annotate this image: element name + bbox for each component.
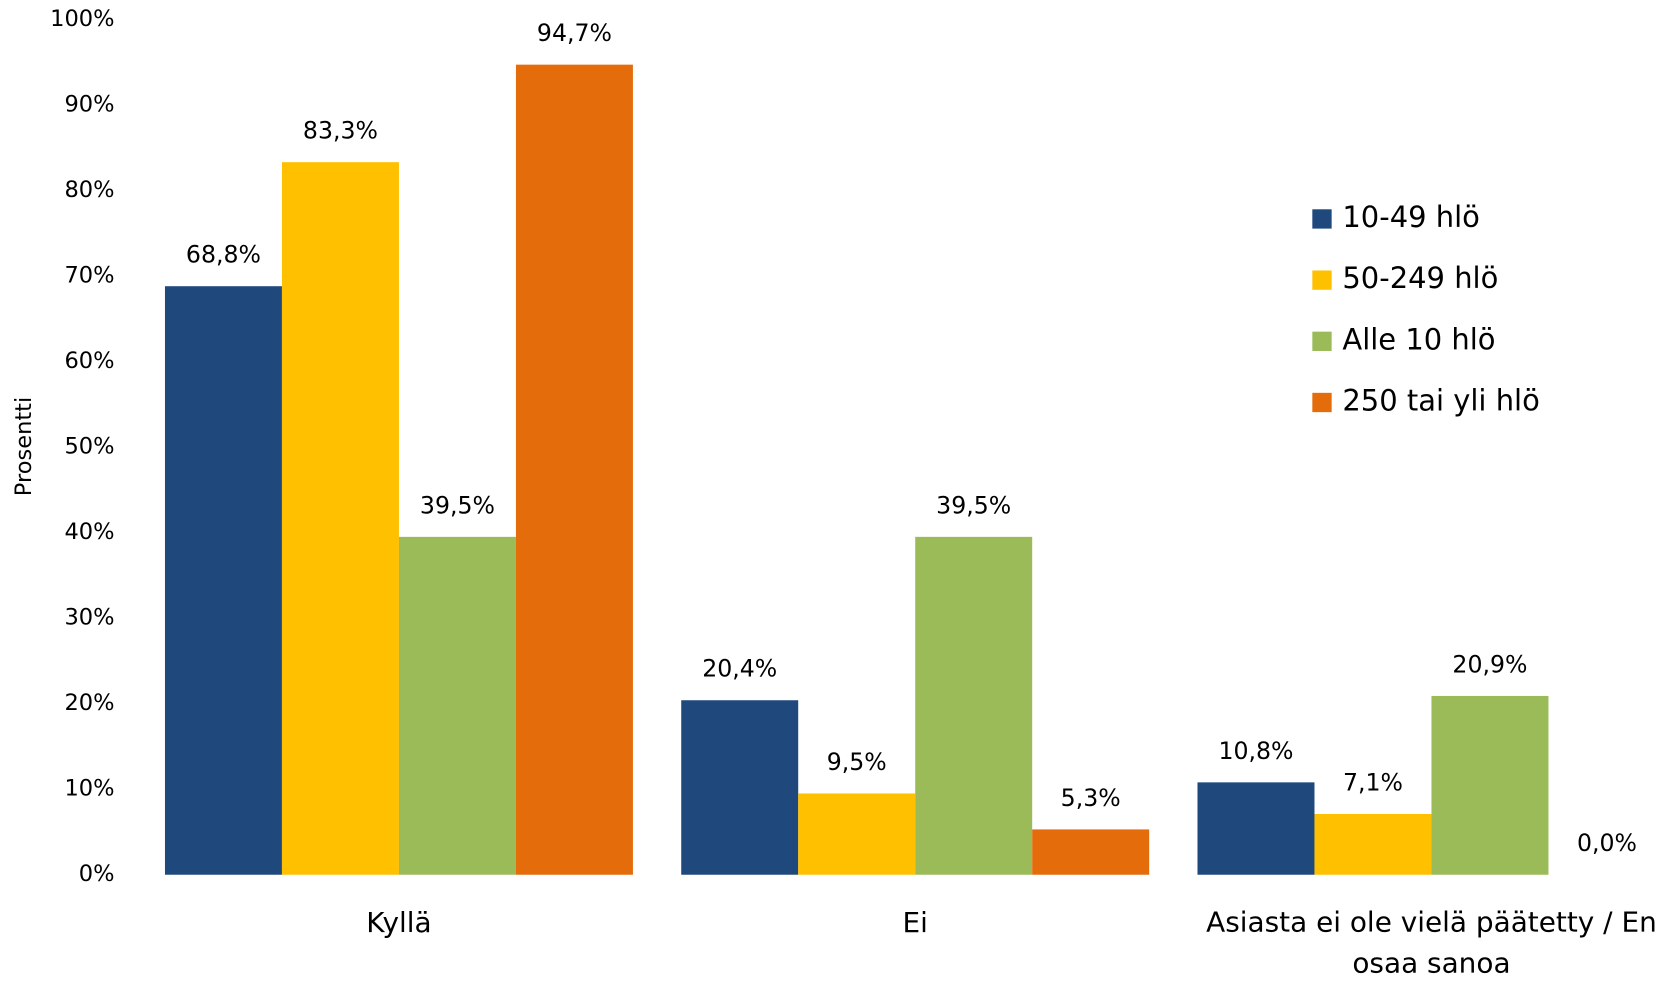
bar bbox=[164, 286, 282, 875]
value-label: 9,5% bbox=[827, 748, 887, 776]
legend-swatch bbox=[1312, 209, 1332, 229]
legend-label: 250 tai yli hlö bbox=[1342, 383, 1539, 417]
legend-label: Alle 10 hlö bbox=[1342, 322, 1495, 356]
value-label: 10,8% bbox=[1218, 737, 1293, 765]
bar bbox=[915, 536, 1033, 875]
y-tick-label: 80% bbox=[64, 177, 114, 203]
bar bbox=[1314, 814, 1432, 875]
y-tick-label: 30% bbox=[64, 605, 114, 631]
x-tick-label: Asiasta ei ole vielä päätetty / En osaa … bbox=[1206, 906, 1657, 980]
bar bbox=[281, 162, 399, 875]
legend-label: 10-49 hlö bbox=[1342, 200, 1480, 234]
value-label: 7,1% bbox=[1343, 768, 1403, 796]
bar bbox=[1032, 829, 1150, 875]
value-label: 20,9% bbox=[1452, 650, 1527, 678]
value-label: 0,0% bbox=[1577, 829, 1637, 857]
bar bbox=[798, 793, 916, 875]
x-tick-label: Ei bbox=[903, 906, 928, 939]
value-label: 5,3% bbox=[1061, 784, 1121, 812]
y-tick-label: 70% bbox=[64, 262, 114, 288]
bar bbox=[1197, 782, 1315, 875]
legend-swatch bbox=[1312, 331, 1332, 351]
y-tick-label: 40% bbox=[64, 519, 114, 545]
y-tick-label: 100% bbox=[50, 6, 114, 32]
y-tick-label: 50% bbox=[64, 434, 114, 460]
x-tick-label-box: Asiasta ei ole vielä päätetty / En osaa … bbox=[1206, 906, 1657, 980]
legend-swatch bbox=[1312, 270, 1332, 290]
y-tick-label: 90% bbox=[64, 91, 114, 117]
bar bbox=[398, 536, 516, 875]
y-tick-label: 10% bbox=[64, 776, 114, 802]
legend-swatch bbox=[1312, 392, 1332, 413]
value-label: 39,5% bbox=[420, 491, 495, 519]
y-axis-label: Prosentti bbox=[11, 397, 37, 496]
bar bbox=[681, 700, 799, 875]
value-label: 94,7% bbox=[537, 19, 612, 47]
bar bbox=[1431, 695, 1549, 875]
y-tick-label: 60% bbox=[64, 348, 114, 374]
value-label: 20,4% bbox=[702, 655, 777, 683]
value-label: 39,5% bbox=[936, 491, 1011, 519]
x-tick-label: Kyllä bbox=[366, 906, 431, 939]
y-tick-label: 0% bbox=[79, 861, 115, 887]
bar bbox=[515, 64, 633, 875]
legend-label: 50-249 hlö bbox=[1342, 261, 1498, 295]
y-tick-label: 20% bbox=[64, 690, 114, 716]
value-label: 68,8% bbox=[186, 241, 261, 269]
value-label: 83,3% bbox=[303, 117, 378, 145]
